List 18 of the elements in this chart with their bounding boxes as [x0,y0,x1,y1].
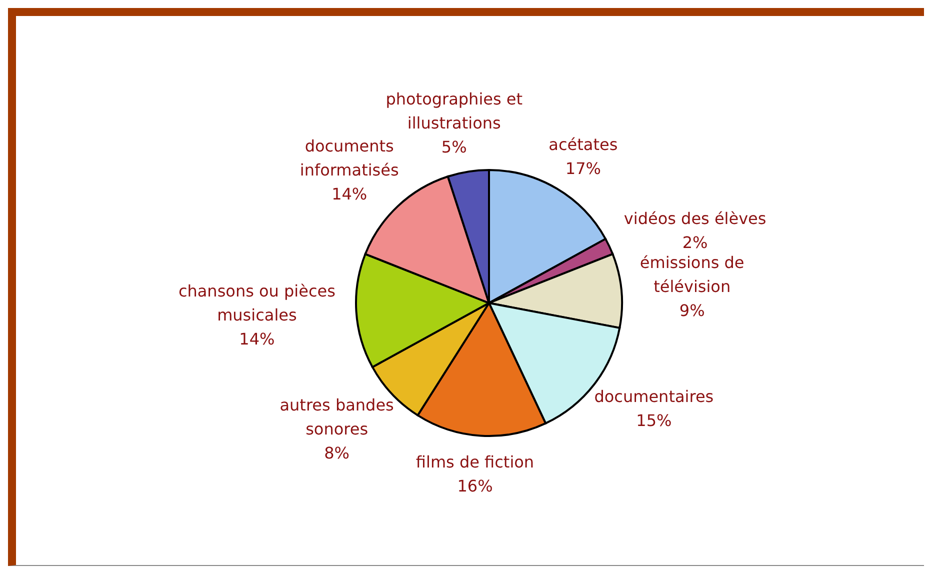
slice-label: émissions de télévision [640,252,744,296]
data-label: 9% [679,300,705,320]
slice-label: documentaires [594,386,714,406]
data-label: 17% [565,158,601,178]
data-label: 16% [457,476,493,496]
slice-label: films de fiction [416,452,534,472]
slice-label: acétates [548,134,618,154]
data-label: 14% [239,328,275,348]
slice-label: autres bandes sonores [280,394,394,438]
data-label: 14% [332,184,368,204]
slice-label: documents informatisés [300,136,399,180]
slice-label: vidéos des élèves [624,208,766,228]
data-label: 2% [682,232,708,252]
slice-label: photographies et illustrations [386,88,523,132]
data-label: 5% [441,136,467,156]
slice-label: chansons ou pièces musicales [178,280,336,324]
data-label: 15% [636,410,672,430]
data-label: 8% [324,442,350,462]
